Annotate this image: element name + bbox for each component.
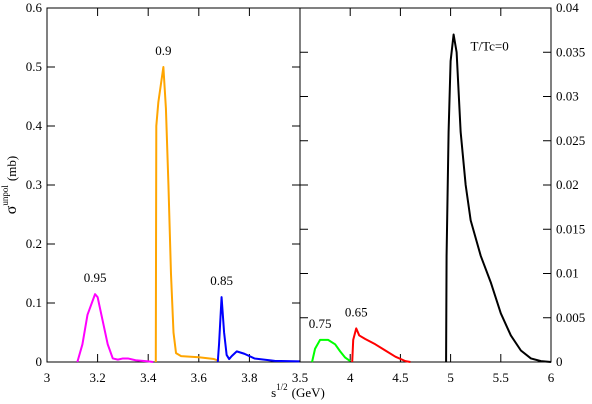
x-tick-label: 5.5 bbox=[493, 370, 509, 385]
y-tick-label: 0 bbox=[556, 354, 563, 369]
x-label-sup: 1/2 bbox=[276, 382, 288, 392]
y-tick-label: 0.01 bbox=[556, 266, 579, 281]
y-tick-label: 0.015 bbox=[556, 221, 585, 236]
y-tick-label: 0 bbox=[36, 354, 43, 369]
line-series bbox=[351, 327, 411, 363]
series-label: 0.95 bbox=[84, 270, 107, 285]
y-tick-label: 0.4 bbox=[26, 118, 43, 133]
y-tick-label: 0.1 bbox=[26, 295, 42, 310]
line-series bbox=[445, 33, 552, 363]
x-label-unit: (GeV) bbox=[292, 385, 325, 400]
series-label: 0.9 bbox=[155, 43, 171, 58]
series-label: 0.65 bbox=[345, 304, 368, 319]
x-tick-label: 6 bbox=[548, 370, 555, 385]
x-tick-label: 4 bbox=[347, 370, 354, 385]
y-tick-label: 0.2 bbox=[26, 236, 42, 251]
x-tick-label: 3.4 bbox=[140, 370, 157, 385]
line-series bbox=[311, 338, 351, 363]
plot-frame bbox=[299, 7, 552, 363]
y-label-unit: (mb) bbox=[4, 156, 19, 181]
x-tick-label: 3.6 bbox=[191, 370, 208, 385]
line-series bbox=[76, 293, 154, 363]
x-tick-label: 3.5 bbox=[292, 370, 308, 385]
y-axis-label: σunpol (mb) bbox=[0, 156, 20, 214]
y-tick-label: 0.6 bbox=[26, 0, 43, 15]
series-label: 0.75 bbox=[309, 316, 332, 331]
y-tick-label: 0.005 bbox=[556, 310, 585, 325]
x-axis-label: s1/2 (GeV) bbox=[271, 382, 325, 400]
y-label-base: σ bbox=[3, 205, 20, 214]
x-tick-label: 3 bbox=[44, 370, 51, 385]
x-tick-label: 5 bbox=[447, 370, 454, 385]
y-label-sup: unpol bbox=[0, 185, 10, 206]
x-tick-label: 3.8 bbox=[241, 370, 257, 385]
plot-frame bbox=[46, 7, 301, 363]
line-series bbox=[154, 66, 220, 363]
series-label: 0.85 bbox=[210, 273, 233, 288]
y-tick-label: 0.04 bbox=[556, 0, 579, 15]
x-tick-label: 3.2 bbox=[89, 370, 105, 385]
series-label: T/Tc=0 bbox=[471, 39, 509, 54]
y-tick-label: 0.3 bbox=[26, 177, 42, 192]
x-tick-label: 4.5 bbox=[392, 370, 408, 385]
x-label-base: s bbox=[271, 385, 276, 400]
y-tick-label: 0.5 bbox=[26, 59, 42, 74]
line-series bbox=[216, 296, 301, 363]
y-tick-label: 0.025 bbox=[556, 133, 585, 148]
y-tick-label: 0.035 bbox=[556, 44, 585, 59]
y-tick-label: 0.02 bbox=[556, 177, 579, 192]
y-tick-label: 0.03 bbox=[556, 89, 579, 104]
